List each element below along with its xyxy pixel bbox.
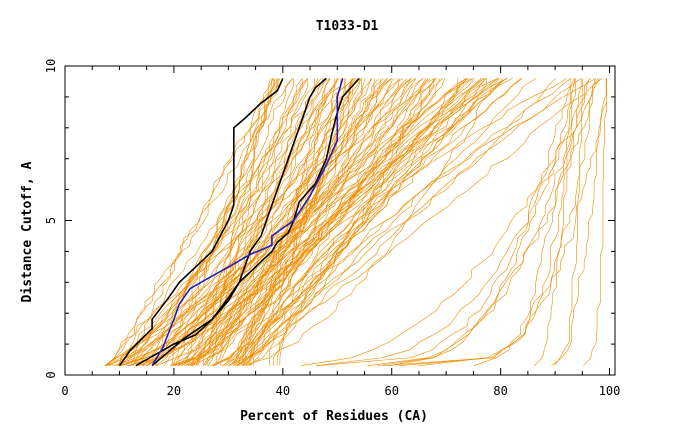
model-curve xyxy=(398,78,596,366)
model-curve xyxy=(233,78,466,366)
model-curve xyxy=(233,78,498,366)
model-curve xyxy=(141,78,484,366)
y-axis-label: Distance Cutoff, A xyxy=(20,161,35,302)
model-curve xyxy=(188,78,339,366)
model-curve xyxy=(105,78,435,366)
model-curve xyxy=(119,78,400,366)
x-tick-label: 100 xyxy=(599,384,621,398)
model-curve xyxy=(173,78,468,366)
model-curve xyxy=(185,78,346,366)
model-curve xyxy=(238,78,345,366)
model-curve xyxy=(122,78,392,366)
model-curve xyxy=(125,78,467,366)
model-curve xyxy=(215,78,412,366)
model-curve xyxy=(253,78,523,366)
model-curve xyxy=(132,78,354,366)
model-curve xyxy=(132,78,342,366)
model-curve xyxy=(112,78,293,366)
model-curve xyxy=(212,78,375,366)
model-curve xyxy=(242,78,508,366)
y-tick-label: 10 xyxy=(44,59,58,73)
model-curve xyxy=(175,78,404,366)
axis-ticks: 0 20 40 60 80 100 0 5 10 xyxy=(44,59,620,398)
model-curve xyxy=(220,78,388,366)
model-curves xyxy=(104,78,608,366)
model-curve xyxy=(382,78,582,366)
model-curve xyxy=(203,78,416,366)
model-curve xyxy=(105,78,435,366)
model-curve xyxy=(142,78,394,366)
model-curve xyxy=(268,78,567,366)
model-curve xyxy=(551,78,607,366)
x-tick-label: 0 xyxy=(61,384,68,398)
model-curve xyxy=(197,78,412,366)
model-curve xyxy=(107,78,293,366)
model-curve xyxy=(276,78,597,366)
model-curve xyxy=(222,78,354,366)
model-curve xyxy=(377,78,575,366)
model-curve xyxy=(120,78,330,366)
series-line-2 xyxy=(135,77,360,367)
series-line-4 xyxy=(151,78,344,367)
model-curve xyxy=(244,78,581,366)
model-curve xyxy=(215,78,319,366)
model-curve xyxy=(554,78,583,366)
model-curve xyxy=(279,78,504,366)
model-curve xyxy=(236,78,537,366)
x-tick-label: 20 xyxy=(167,384,181,398)
series-line-3 xyxy=(151,77,327,367)
y-tick-label: 0 xyxy=(44,371,58,378)
model-curve xyxy=(148,78,277,366)
model-curve xyxy=(193,78,294,366)
model-curve xyxy=(113,78,487,366)
model-curve xyxy=(301,78,600,366)
model-curve xyxy=(208,78,271,366)
model-curve xyxy=(191,78,417,366)
model-curve xyxy=(213,78,487,366)
model-curve xyxy=(533,78,576,366)
model-curve xyxy=(418,78,608,366)
model-curve xyxy=(142,78,278,366)
model-curve xyxy=(245,78,522,366)
model-curve xyxy=(190,78,412,366)
model-curve xyxy=(171,78,274,366)
model-curve xyxy=(236,78,603,366)
model-curve xyxy=(130,78,276,366)
model-curve xyxy=(473,78,577,366)
series-line-1 xyxy=(118,78,284,367)
model-curve xyxy=(224,78,362,366)
model-curve xyxy=(177,78,424,366)
model-curve xyxy=(249,78,513,366)
model-curve xyxy=(146,78,308,366)
y-tick-label: 5 xyxy=(44,217,58,224)
model-curve xyxy=(195,78,309,366)
highlight-curves xyxy=(118,77,360,367)
model-curve xyxy=(180,78,324,366)
model-curve xyxy=(368,78,599,366)
x-tick-label: 60 xyxy=(385,384,399,398)
model-curve xyxy=(171,78,357,366)
model-curve xyxy=(315,78,590,366)
model-curve xyxy=(388,78,591,366)
model-curve xyxy=(154,78,274,366)
model-curve xyxy=(106,78,482,366)
model-curve xyxy=(129,78,372,366)
model-curve xyxy=(121,78,473,366)
model-curve xyxy=(583,78,608,366)
model-curve xyxy=(138,78,331,366)
x-tick-label: 40 xyxy=(276,384,290,398)
model-curve xyxy=(249,78,482,366)
chart-title: T1033-D1 xyxy=(316,19,379,34)
x-axis-label: Percent of Residues (CA) xyxy=(240,409,428,424)
model-curve xyxy=(105,78,280,366)
model-curve xyxy=(177,78,429,366)
model-curve xyxy=(130,78,507,366)
x-tick-label: 80 xyxy=(493,384,507,398)
